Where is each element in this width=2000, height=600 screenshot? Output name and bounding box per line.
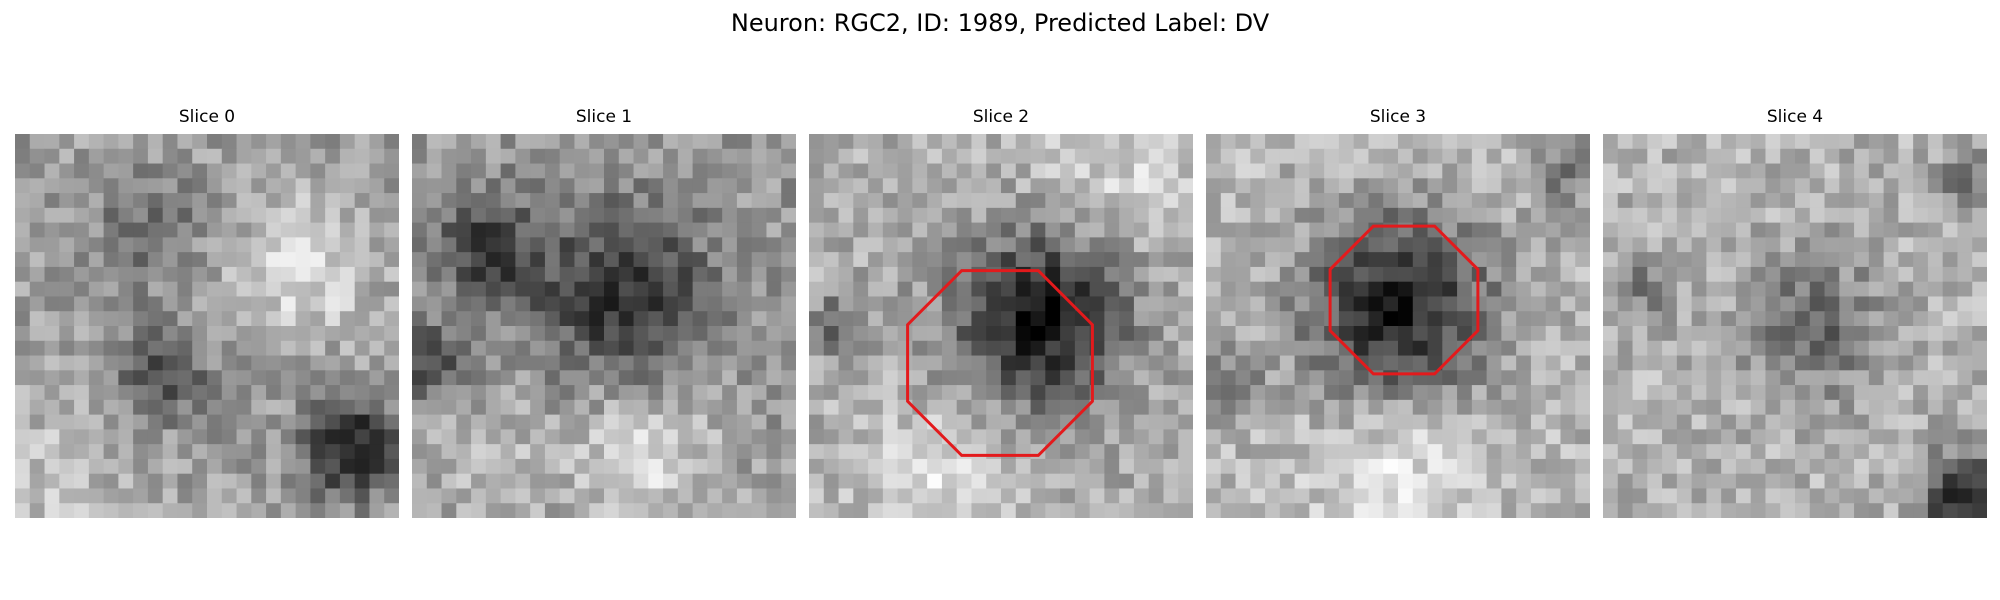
slice-panel-1: Slice 1 (412, 106, 796, 518)
slice-panel-3: Slice 3 (1206, 106, 1590, 518)
slice-image-0 (15, 134, 399, 518)
slice-panel-2: Slice 2 (809, 106, 1193, 518)
roi-outline-3 (1328, 224, 1480, 376)
slice-image-3 (1206, 134, 1590, 518)
slice-title-0: Slice 0 (178, 107, 236, 127)
slice-title-1: Slice 1 (575, 107, 633, 127)
slice-image-4 (1603, 134, 1987, 518)
figure-title: Neuron: RGC2, ID: 1989, Predicted Label:… (730, 9, 1270, 37)
slice-panel-0: Slice 0 (15, 106, 399, 518)
slice-title-2: Slice 2 (972, 107, 1030, 127)
slice-title-3: Slice 3 (1369, 107, 1427, 127)
slice-title-4: Slice 4 (1766, 107, 1824, 127)
roi-outline-2 (906, 269, 1094, 457)
slice-panel-4: Slice 4 (1603, 106, 1987, 518)
slice-image-2 (809, 134, 1193, 518)
slice-image-1 (412, 134, 796, 518)
